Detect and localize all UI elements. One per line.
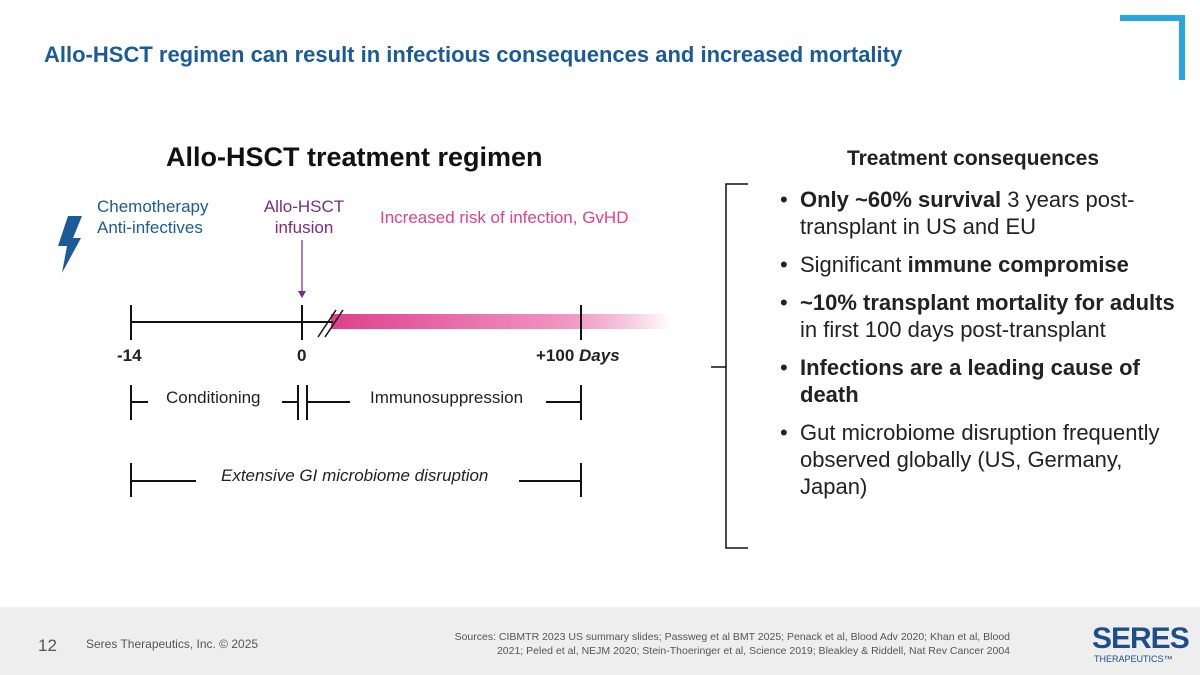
sources-text: CIBMTR 2023 US summary slides; Passweg e… [496,631,1010,657]
tick-100-value: +100 [536,346,575,365]
conditioning-label: Conditioning [166,388,261,407]
consequences-heading: Treatment consequences [846,147,1100,170]
lightning-icon [58,216,82,273]
sources: Sources: CIBMTR 2023 US summary slides; … [440,630,1010,658]
list-item: Infections are a leading cause of death [780,354,1180,408]
anti-infectives-text: Anti-infectives [97,218,203,237]
timeline [130,183,748,549]
logo-text: SERES [1092,622,1190,655]
logo-subtext: THERAPEUTICS™ [1094,654,1173,664]
tick-minus14: -14 [117,346,142,365]
bracket [711,183,748,549]
list-item: Only ~60% survival 3 years post-transpla… [780,186,1180,240]
tick-0: 0 [297,346,307,365]
infusion-label: Allo-HSCT infusion [256,196,352,238]
chemo-text: Chemotherapy [97,197,209,216]
infection-risk-bar [331,314,671,329]
footer [0,607,1200,675]
corner-accent [1120,15,1185,80]
copyright: Seres Therapeutics, Inc. © 2025 [86,637,259,651]
list-item: ~10% transplant mortality for adults in … [780,289,1180,343]
immunosuppression-label: Immunosuppression [370,388,524,407]
sources-label: Sources: [454,631,496,643]
list-item: Gut microbiome disruption frequently obs… [780,419,1180,500]
infusion-text: Allo-HSCT [263,197,345,216]
page-number: 12 [38,636,57,655]
infusion-text-2: infusion [274,218,334,237]
slide-title: Allo-HSCT regimen can result in infectio… [44,42,903,67]
list-item: Significant immune compromise [780,251,1180,278]
regimen-heading: Allo-HSCT treatment regimen [166,142,543,172]
gi-disruption-label: Extensive GI microbiome disruption [221,466,489,485]
tick-100: +100 Days [536,346,620,366]
chemo-label: Chemotherapy Anti-infectives [97,196,209,238]
days-unit: Days [579,346,620,365]
consequences-list: Only ~60% survival 3 years post-transpla… [780,186,1180,511]
risk-label: Increased risk of infection, GvHD [380,208,629,227]
